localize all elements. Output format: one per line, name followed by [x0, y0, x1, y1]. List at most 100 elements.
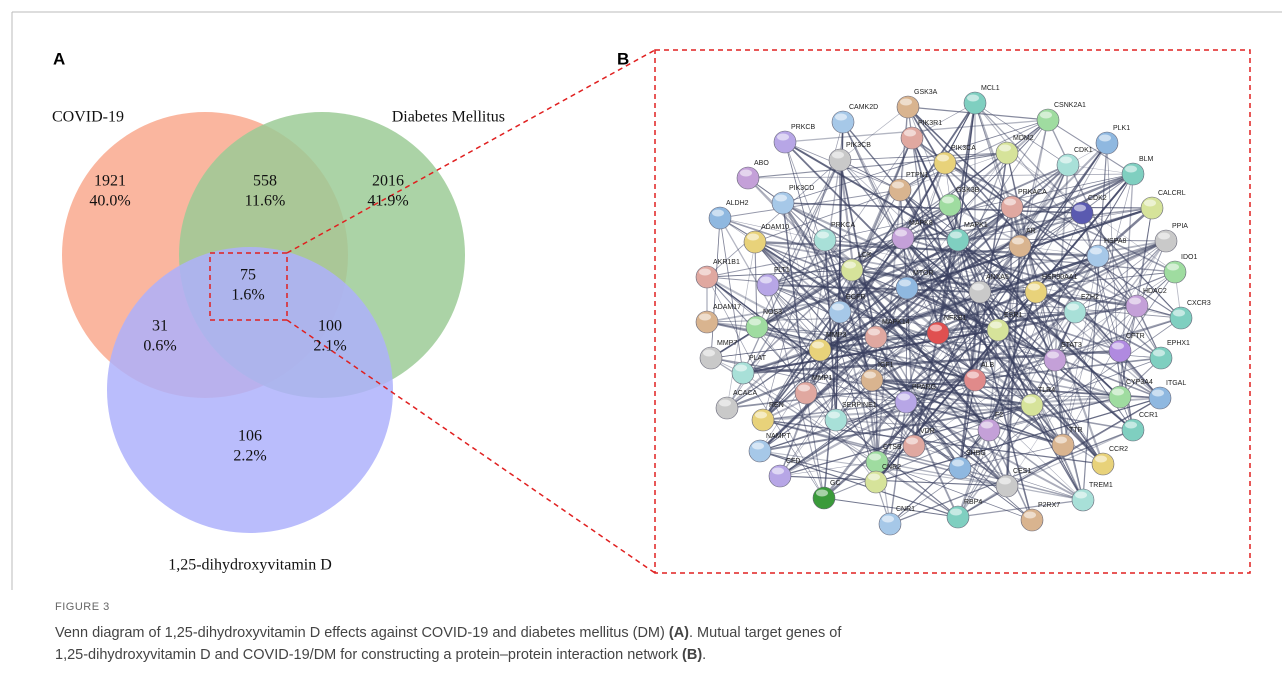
node-label: MAPK1 — [964, 222, 988, 229]
node-label: SERPINE1 — [842, 402, 877, 409]
node-highlight — [864, 372, 876, 379]
edge — [806, 393, 824, 498]
node-highlight — [942, 197, 954, 204]
node-highlight — [972, 284, 984, 291]
node-highlight — [967, 95, 979, 102]
node-label: ESR1 — [1004, 312, 1022, 319]
region-percent: 40.0% — [89, 193, 130, 210]
region-percent: 2.2% — [233, 448, 266, 465]
node-highlight — [1144, 200, 1156, 207]
node-label: CDK2 — [1088, 195, 1107, 202]
node-label: MDM2 — [1013, 135, 1034, 142]
region-count: 1921 — [94, 173, 126, 190]
node-label: CTSB — [883, 444, 902, 451]
node-highlight — [900, 99, 912, 106]
node-highlight — [868, 329, 880, 336]
node-label: PLK1 — [1113, 125, 1130, 132]
region-count: 558 — [253, 173, 277, 190]
node-label: ADAM17 — [713, 304, 741, 311]
node-highlight — [703, 350, 715, 357]
node-label: IDO1 — [1181, 254, 1197, 261]
node-highlight — [772, 468, 784, 475]
node-label: PPIA — [1172, 223, 1188, 230]
node-highlight — [1095, 456, 1107, 463]
node-label: MMP3 — [826, 332, 846, 339]
node-highlight — [1173, 310, 1185, 317]
node-highlight — [798, 385, 810, 392]
node-highlight — [817, 232, 829, 239]
node-highlight — [904, 130, 916, 137]
node-label: CCR2 — [1109, 446, 1128, 453]
node-highlight — [1099, 135, 1111, 142]
node-highlight — [844, 262, 856, 269]
node-label: TTR — [1069, 427, 1083, 434]
node-label: MMP1 — [812, 375, 832, 382]
node-label: CFTR — [1126, 333, 1145, 340]
set-label: COVID-19 — [52, 109, 124, 126]
node-label: NAMPT — [766, 433, 791, 440]
node-label: PRKCB — [791, 124, 815, 131]
figure-art: A B COVID-19 Diabetes Mellitus 1,25-dihy… — [0, 0, 1282, 590]
node-highlight — [1167, 264, 1179, 271]
node-highlight — [906, 438, 918, 445]
node-label: PPARG — [912, 384, 936, 391]
node-label: RBP4 — [964, 499, 982, 506]
node-label: ANXA5 — [986, 274, 1009, 281]
node-label: REN — [769, 402, 784, 409]
node-highlight — [749, 319, 761, 326]
node-label: PRKCA — [831, 222, 855, 229]
node-label: F2 — [995, 412, 1003, 419]
caption-ref: (A) — [669, 625, 689, 641]
node-label: NFKB1 — [944, 315, 967, 322]
region-percent: 1.6% — [231, 287, 264, 304]
node-highlight — [828, 412, 840, 419]
node-highlight — [950, 232, 962, 239]
node-highlight — [868, 474, 880, 481]
node-label: CFD — [786, 458, 800, 465]
node-label: ALB — [981, 362, 995, 369]
node-highlight — [1055, 437, 1067, 444]
node-highlight — [1024, 397, 1036, 404]
caption-ref: (B) — [682, 647, 702, 663]
node-label: HSPA8 — [1104, 238, 1127, 245]
node-highlight — [747, 234, 759, 241]
caption-line: Venn diagram of 1,25-dihydroxyvitamin D … — [55, 622, 841, 644]
node-label: CCR1 — [1139, 412, 1158, 419]
caption-line: 1,25-dihydroxyvitamin D and COVID-19/DM … — [55, 644, 841, 666]
node-highlight — [1125, 166, 1137, 173]
node-label: ACACA — [733, 390, 757, 397]
node-label: PLAT — [749, 355, 767, 362]
caption-text: Venn diagram of 1,25-dihydroxyvitamin D … — [55, 625, 669, 641]
node-highlight — [892, 182, 904, 189]
node-highlight — [1158, 233, 1170, 240]
caption-text: . Mutual target genes of — [689, 625, 841, 641]
region-count: 2016 — [372, 173, 404, 190]
node-label: IGF1 — [878, 362, 894, 369]
node-label: ABO — [754, 160, 769, 167]
node-label: CALCRL — [1158, 190, 1186, 197]
node-highlight — [1012, 238, 1024, 245]
node-label: GC — [830, 480, 841, 487]
set-label: 1,25-dihydroxyvitamin D — [168, 557, 332, 574]
node-highlight — [1074, 205, 1086, 212]
node-label: CXCR3 — [1187, 300, 1211, 307]
region-count: 31 — [152, 318, 168, 335]
node-label: AR — [1026, 228, 1036, 235]
region-count: 75 — [240, 267, 256, 284]
node-label: CSNK2A1 — [1054, 102, 1086, 109]
node-label: P2RX7 — [1038, 502, 1060, 509]
node-label: GSK3A — [914, 89, 938, 96]
node-label: PIK3CB — [846, 142, 871, 149]
node-highlight — [712, 210, 724, 217]
node-highlight — [869, 454, 881, 461]
node-label: TREM1 — [1089, 482, 1113, 489]
caption-text: 1,25-dihydroxyvitamin D and COVID-19/DM … — [55, 647, 682, 663]
node-label: CAMK2D — [849, 104, 878, 111]
caption: FIGURE 3 Venn diagram of 1,25-dihydroxyv… — [55, 596, 841, 666]
node-label: AKR1B1 — [713, 259, 740, 266]
node-highlight — [832, 304, 844, 311]
node-highlight — [1067, 304, 1079, 311]
edge — [843, 122, 900, 190]
node-label: FLT1 — [774, 267, 790, 274]
node-highlight — [1024, 512, 1036, 519]
